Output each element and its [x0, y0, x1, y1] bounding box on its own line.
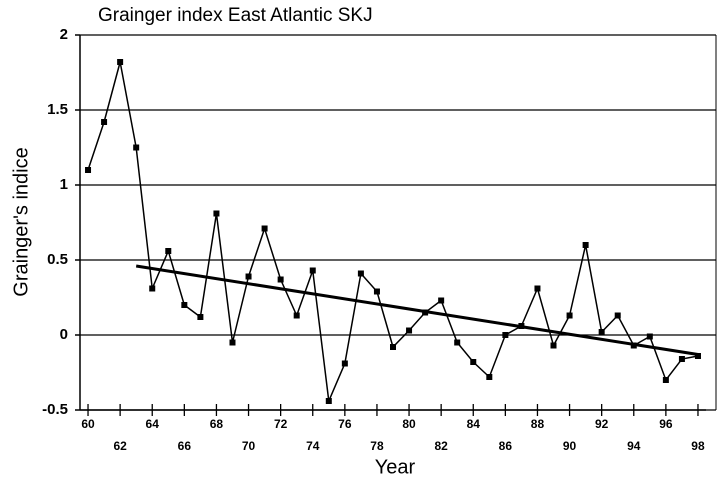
x-tick-label: 80	[402, 417, 416, 431]
data-point	[101, 119, 108, 125]
data-point	[229, 339, 236, 346]
data-point	[245, 273, 252, 280]
data-point	[357, 270, 364, 277]
x-tick-label: 82	[434, 439, 448, 453]
data-point	[646, 333, 653, 340]
chart-title: Grainger index East Atlantic SKJ	[98, 5, 373, 26]
data-point	[213, 210, 220, 217]
x-tick-label: 90	[563, 439, 577, 453]
data-point	[438, 297, 445, 304]
x-tick-label: 88	[531, 417, 545, 431]
data-point	[390, 344, 396, 350]
data-point	[534, 285, 541, 292]
x-tick-label: 68	[210, 417, 224, 431]
data-point	[277, 276, 284, 283]
data-point	[117, 59, 124, 65]
x-tick-label: 64	[146, 417, 160, 431]
data-point	[165, 248, 172, 254]
data-point	[598, 329, 605, 335]
data-point	[373, 288, 380, 295]
x-axis-label: Year	[375, 456, 416, 478]
data-point	[678, 356, 685, 362]
data-point	[470, 359, 477, 365]
data-point	[325, 398, 332, 404]
data-point	[566, 312, 573, 319]
x-tick-label: 62	[113, 439, 127, 453]
x-tick-label: 66	[178, 439, 192, 453]
x-tick-label: 92	[595, 417, 609, 431]
x-tick-label: 70	[242, 439, 256, 453]
y-tick-label: 0.5	[47, 251, 68, 268]
x-tick-label: 94	[627, 439, 641, 453]
x-tick-label: 98	[691, 439, 705, 453]
y-tick-label: 0	[60, 326, 68, 343]
x-tick-label: 60	[81, 417, 95, 431]
data-point	[550, 342, 557, 349]
x-tick-label: 74	[306, 439, 320, 453]
x-tick-label: 72	[274, 417, 288, 431]
y-tick-label: 1.5	[47, 101, 68, 118]
y-tick-label: -0.5	[42, 401, 68, 418]
y-tick-label: 2	[60, 26, 68, 43]
data-point	[582, 242, 589, 248]
y-axis-label: Grainger's indice	[10, 147, 32, 296]
x-tick-label: 78	[370, 439, 384, 453]
data-point	[309, 267, 316, 274]
y-tick-label: 1	[60, 176, 68, 193]
data-point	[406, 327, 413, 334]
data-point	[149, 285, 156, 292]
data-point	[85, 167, 92, 173]
x-tick-label: 76	[338, 417, 352, 431]
data-line	[87, 61, 699, 404]
trend-line	[135, 264, 699, 356]
data-point	[502, 332, 509, 338]
data-point	[614, 312, 621, 319]
data-point	[181, 302, 188, 308]
x-tick-label: 84	[467, 417, 481, 431]
x-tick-label: 96	[659, 417, 673, 431]
data-point	[133, 144, 140, 151]
data-point	[454, 339, 461, 346]
data-point	[293, 312, 300, 319]
data-point	[341, 360, 348, 367]
data-point	[486, 374, 493, 380]
x-tick-label: 86	[499, 439, 513, 453]
data-point	[662, 377, 669, 383]
data-point	[694, 353, 701, 359]
data-point	[261, 225, 268, 232]
data-point	[197, 314, 204, 320]
